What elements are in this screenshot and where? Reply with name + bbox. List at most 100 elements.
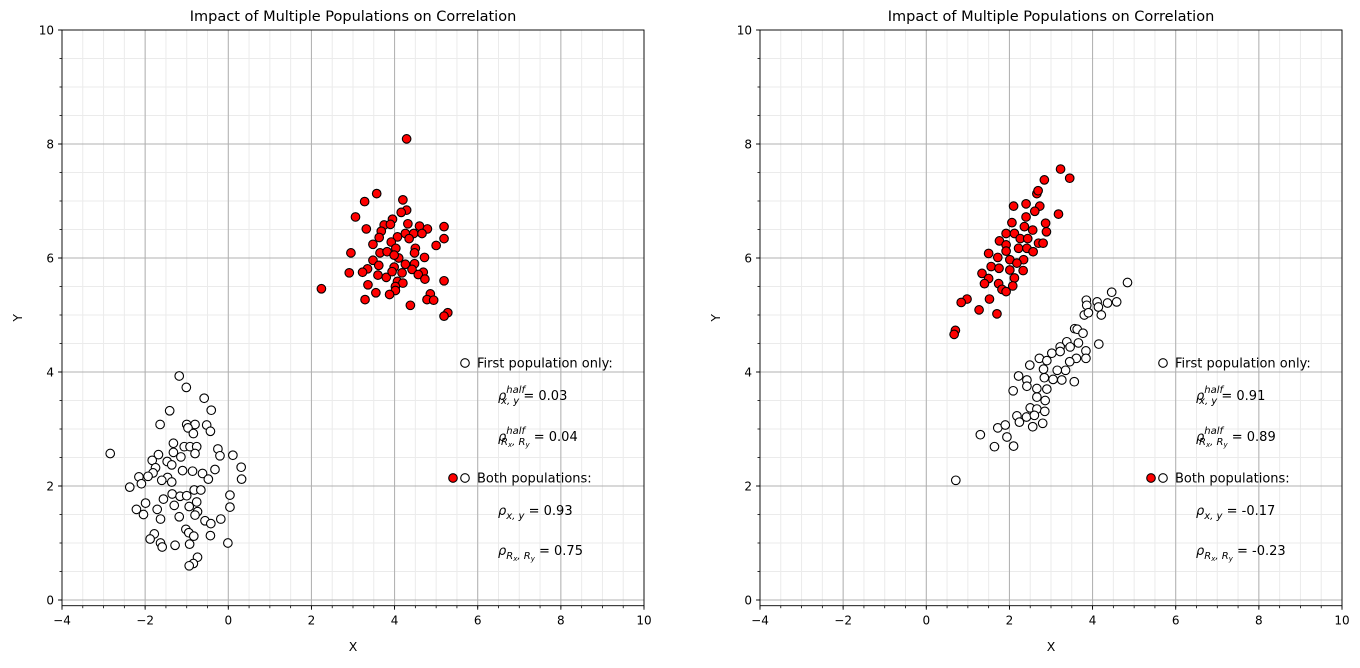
subscript-r: R <box>524 551 531 562</box>
axes-frame <box>759 29 1343 607</box>
second-population-point <box>1021 199 1031 209</box>
second-population-point <box>1019 221 1030 232</box>
second-population-point <box>363 279 373 290</box>
first-population-point <box>156 475 167 486</box>
subscript-r: R <box>1217 437 1224 448</box>
second-population-point <box>439 311 449 321</box>
y-tick-label: 6 <box>46 252 54 266</box>
second-population-point <box>1001 246 1011 257</box>
second-population-point <box>1007 281 1018 291</box>
rho-symbol: ρ <box>498 389 507 404</box>
second-population-point <box>977 268 987 279</box>
first-population-point <box>158 494 169 504</box>
first-population-point <box>236 462 247 473</box>
first-population-point <box>1073 338 1084 348</box>
second-population-point <box>374 232 385 243</box>
equals: = <box>524 504 543 519</box>
second-population-point <box>404 233 414 244</box>
first-population-point <box>1096 310 1107 320</box>
subscript-sep: , <box>1210 437 1216 448</box>
equals: = <box>535 544 554 559</box>
first-population-point <box>1078 328 1088 339</box>
y-tick-label: 4 <box>46 366 54 380</box>
second-population-point <box>439 221 449 232</box>
second-population-point <box>409 248 420 258</box>
correlation-value: 0.91 <box>1236 389 1265 404</box>
first-population-point <box>215 514 226 524</box>
second-population-point <box>949 329 959 340</box>
first-population-point <box>1093 302 1104 312</box>
equals: = <box>530 430 549 445</box>
x-tick-label: 10 <box>1334 614 1349 628</box>
legend-first-population-marker <box>460 473 470 483</box>
equals: = <box>1228 430 1247 445</box>
first-population-point <box>1014 417 1025 428</box>
legend-first-population-marker <box>460 358 470 368</box>
first-population-point <box>105 448 116 459</box>
subscript-x: x <box>1210 555 1216 563</box>
first-population-point <box>1032 392 1042 402</box>
first-population-point <box>1039 372 1050 383</box>
first-population-point <box>1000 420 1011 430</box>
first-population-point <box>153 449 164 460</box>
y-tick-label: 0 <box>744 594 752 608</box>
both-populations-spearman: ρRx, Ry = 0.75 <box>498 544 583 563</box>
subscript-y: y <box>1228 555 1234 563</box>
both-populations-spearman: ρRx, Ry = -0.23 <box>1196 544 1286 563</box>
first-population-point <box>1060 365 1071 376</box>
rho-symbol: ρ <box>498 544 507 559</box>
subscript-xy: x, y <box>1203 511 1223 522</box>
subscript-r: R <box>1222 551 1229 562</box>
second-population-point <box>974 305 984 315</box>
first-population-point <box>155 419 165 430</box>
y-tick-label: 0 <box>46 594 54 608</box>
legend-first-population-marker <box>1158 473 1168 483</box>
y-tick-label: 2 <box>744 480 752 494</box>
second-population-point <box>392 232 403 242</box>
second-population-point <box>1021 212 1031 222</box>
first-population-point <box>168 447 179 458</box>
first-population-point <box>1024 360 1035 371</box>
x-tick-label: −4 <box>751 614 769 628</box>
subscript-xy: x, y <box>500 396 520 407</box>
first-population-point <box>1002 432 1012 442</box>
second-population-point <box>385 219 396 230</box>
x-tick-label: 2 <box>308 614 316 628</box>
first-population-spearman: ρhalf Rx, Ry = 0.04 <box>498 426 578 449</box>
second-population-point <box>1041 226 1052 237</box>
second-population-point <box>1039 175 1050 185</box>
first-population-point <box>1093 339 1104 349</box>
x-axis-label: X <box>349 639 358 654</box>
second-population-point <box>373 260 384 271</box>
second-population-point <box>401 134 412 144</box>
second-population-point <box>384 289 395 300</box>
second-population-point <box>373 270 383 280</box>
first-population-point <box>174 511 185 522</box>
first-population-point <box>145 534 155 544</box>
first-population-point <box>177 465 188 476</box>
second-population-point <box>1008 201 1019 211</box>
first-population-point <box>1056 375 1067 385</box>
y-tick-label: 10 <box>737 24 752 38</box>
first-population-point <box>1106 287 1117 298</box>
first-population-point <box>1008 441 1019 451</box>
first-population-point <box>140 498 151 508</box>
second-population-point <box>389 250 400 260</box>
second-population-point <box>431 240 441 251</box>
second-population-point <box>956 297 967 308</box>
second-population-point <box>371 188 382 199</box>
second-population-point <box>350 212 361 222</box>
subscript-sep: , <box>1215 551 1221 562</box>
first-population-point <box>184 560 195 571</box>
rho-symbol: ρ <box>498 430 507 445</box>
second-population-point <box>403 218 413 229</box>
first-population-point <box>190 448 200 459</box>
first-population-point <box>1029 410 1040 421</box>
y-tick-label: 6 <box>744 252 752 266</box>
subscript-x: x <box>507 441 513 449</box>
subscript-x: x <box>1205 441 1211 449</box>
subscript-y: y <box>1222 441 1228 449</box>
first-population-point <box>168 438 179 449</box>
second-population-point <box>1009 273 1020 283</box>
rho-symbol: ρ <box>498 504 507 519</box>
